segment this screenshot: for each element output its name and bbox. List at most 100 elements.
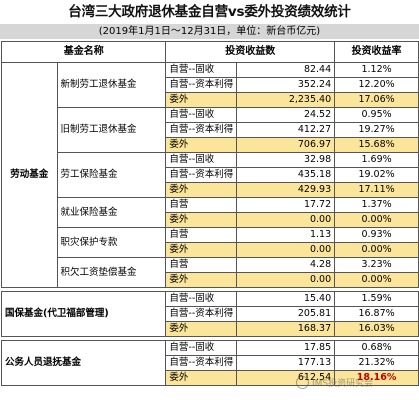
fund-name-cell: 职灾保护专款 <box>56 227 167 258</box>
income-value-cell: 0.00 <box>236 272 336 288</box>
investment-type-cell: 自营--固收 <box>165 107 238 123</box>
income-value-cell: 612.54 <box>236 370 336 386</box>
investment-type-cell: 自营--固收 <box>165 340 238 356</box>
page-subtitle: (2019年1月1日～12月31日，单位：新台币亿元) <box>0 24 419 39</box>
table-header-row: 基金名称 投资收益数 投资收益率 <box>0 41 419 63</box>
group-name-cell: 劳动基金 <box>1 62 58 288</box>
investment-type-cell: 自营--固收 <box>165 62 238 78</box>
table-row: 旧制劳工退休基金 自营--固收 24.52 0.95% <box>2 107 419 153</box>
table-row: 自营--资本利得 205.81 16.87% <box>2 306 419 322</box>
income-value-cell: 2,235.40 <box>236 92 336 108</box>
return-rate-cell: 21.32% <box>334 355 419 371</box>
income-value-cell: 412.27 <box>236 122 336 138</box>
income-value-cell: 352.24 <box>236 77 336 93</box>
table-row: 劳动基金 新制劳工退休基金 自营--固收 82.44 1.12% <box>1 62 419 288</box>
return-rate-cell: 19.02% <box>334 167 419 183</box>
income-value-cell: 168.37 <box>236 321 336 337</box>
return-rate-cell: 1.37% <box>334 197 419 213</box>
table-row: 积欠工资垫偿基金 自营 4.28 3.23% <box>2 257 419 288</box>
page-title: 台湾三大政府退休基金自营vs委外投资绩效统计 <box>68 4 351 20</box>
investment-type-cell: 自营--资本利得 <box>165 77 238 93</box>
return-rate-cell: 1.12% <box>334 62 419 78</box>
table-row: 自营--资本利得 435.18 19.02% <box>2 167 419 183</box>
header-investment-rate: 投资收益率 <box>334 41 419 63</box>
income-value-cell: 706.97 <box>236 137 336 153</box>
return-rate-cell: 19.27% <box>334 122 419 138</box>
return-rate-cell: 0.00% <box>334 272 419 288</box>
return-rate-cell: 18.16% <box>334 370 419 386</box>
income-value-cell: 15.40 <box>236 291 336 307</box>
investment-type-cell: 自营 <box>165 197 238 213</box>
table-row: 委外 612.54 18.16% <box>2 370 419 386</box>
income-value-cell: 0.00 <box>236 242 336 258</box>
table-row: 委外 0.00 0.00% <box>2 272 419 288</box>
table-row: 就业保险基金 自营 17.72 1.37% <box>2 197 419 228</box>
investment-type-cell: 委外 <box>165 370 238 386</box>
return-rate-cell: 16.03% <box>334 321 419 337</box>
income-value-cell: 205.81 <box>236 306 336 322</box>
income-value-cell: 24.52 <box>236 107 336 123</box>
table-row: 委外 429.93 17.11% <box>2 182 419 198</box>
group-name-cell: 公务人员退抚基金 <box>0 340 167 386</box>
return-rate-cell: 16.87% <box>334 306 419 322</box>
table-row: 劳工保险基金 自营--固收 32.98 1.69% <box>2 152 419 198</box>
return-rate-cell: 1.59% <box>334 291 419 307</box>
fund-name-cell: 旧制劳工退休基金 <box>56 107 167 153</box>
investment-type-cell: 自营 <box>165 257 238 273</box>
income-value-cell: 1.13 <box>236 227 336 243</box>
investment-type-cell: 自营 <box>165 227 238 243</box>
header-investment-income: 投资收益数 <box>165 41 336 63</box>
return-rate-cell: 0.95% <box>334 107 419 123</box>
investment-type-cell: 委外 <box>165 137 238 153</box>
income-value-cell: 177.13 <box>236 355 336 371</box>
income-value-cell: 17.85 <box>236 340 336 356</box>
fund-name-cell: 就业保险基金 <box>56 197 167 228</box>
investment-type-cell: 自营--资本利得 <box>165 167 238 183</box>
investment-type-cell: 委外 <box>165 272 238 288</box>
fund-performance-table: 基金名称 投资收益数 投资收益率 劳动基金 新制劳工退休基金 自营--固收 82.44… <box>0 41 419 386</box>
return-rate-cell: 0.00% <box>334 212 419 228</box>
group-name-cell: 国保基金(代卫福部管理) <box>0 291 167 337</box>
investment-type-cell: 自营--资本利得 <box>165 122 238 138</box>
return-rate-cell: 17.11% <box>334 182 419 198</box>
table-row: 公务人员退抚基金 自营--固收 17.85 0.68% <box>0 340 419 386</box>
table-row: 委外 0.00 0.00% <box>2 242 419 258</box>
return-rate-cell: 0.00% <box>334 242 419 258</box>
table-row: 职灾保护专款 自营 1.13 0.93% <box>2 227 419 258</box>
income-value-cell: 429.93 <box>236 182 336 198</box>
return-rate-cell: 3.23% <box>334 257 419 273</box>
header-fund-name: 基金名称 <box>0 41 167 63</box>
return-rate-cell: 15.68% <box>334 137 419 153</box>
fund-name-cell: 劳工保险基金 <box>56 152 167 198</box>
table-row: 国保基金(代卫福部管理) 自营--固收 15.40 1.59% <box>0 291 419 337</box>
investment-type-cell: 委外 <box>165 321 238 337</box>
fund-name-cell: 积欠工资垫偿基金 <box>56 257 167 288</box>
table-row: 委外 706.97 15.68% <box>2 137 419 153</box>
income-value-cell: 4.28 <box>236 257 336 273</box>
investment-type-cell: 自营--资本利得 <box>165 355 238 371</box>
income-value-cell: 82.44 <box>236 62 336 78</box>
income-value-cell: 32.98 <box>236 152 336 168</box>
fund-name-cell: 新制劳工退休基金 <box>56 62 167 108</box>
investment-type-cell: 委外 <box>165 242 238 258</box>
wechat-logo-icon <box>296 376 309 389</box>
watermark-text: IMS投资研究会 <box>312 379 374 389</box>
income-value-cell: 0.00 <box>236 212 336 228</box>
table-body: 劳动基金 新制劳工退休基金 自营--固收 82.44 1.12% 自营--资本利得 352.… <box>0 62 419 386</box>
table-row: 自营--资本利得 412.27 19.27% <box>2 122 419 138</box>
investment-type-cell: 自营--资本利得 <box>165 306 238 322</box>
investment-type-cell: 委外 <box>165 212 238 228</box>
income-value-cell: 435.18 <box>236 167 336 183</box>
return-rate-cell: 0.93% <box>334 227 419 243</box>
income-value-cell: 17.72 <box>236 197 336 213</box>
investment-type-cell: 委外 <box>165 182 238 198</box>
return-rate-cell: 0.68% <box>334 340 419 356</box>
investment-type-cell: 委外 <box>165 92 238 108</box>
investment-type-cell: 自营--固收 <box>165 291 238 307</box>
investment-type-cell: 自营--固收 <box>165 152 238 168</box>
return-rate-cell: 17.06% <box>334 92 419 108</box>
table-row: 自营--资本利得 352.24 12.20% <box>2 77 419 93</box>
watermark: IMS投资研究会 <box>296 376 418 392</box>
return-rate-cell: 12.20% <box>334 77 419 93</box>
